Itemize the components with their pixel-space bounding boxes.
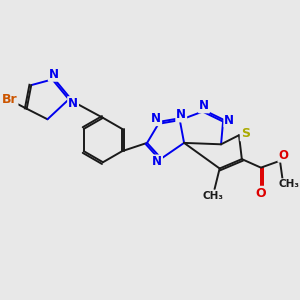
Text: N: N bbox=[224, 114, 234, 127]
Text: O: O bbox=[278, 148, 288, 162]
Text: S: S bbox=[241, 127, 250, 140]
Text: N: N bbox=[68, 97, 78, 110]
Text: CH₃: CH₃ bbox=[202, 190, 224, 200]
Text: CH₃: CH₃ bbox=[279, 179, 300, 189]
Text: N: N bbox=[151, 112, 161, 125]
Text: N: N bbox=[49, 68, 59, 81]
Text: N: N bbox=[152, 155, 162, 169]
Text: Br: Br bbox=[2, 93, 17, 106]
Text: N: N bbox=[176, 109, 186, 122]
Text: N: N bbox=[199, 99, 209, 112]
Text: O: O bbox=[256, 187, 266, 200]
